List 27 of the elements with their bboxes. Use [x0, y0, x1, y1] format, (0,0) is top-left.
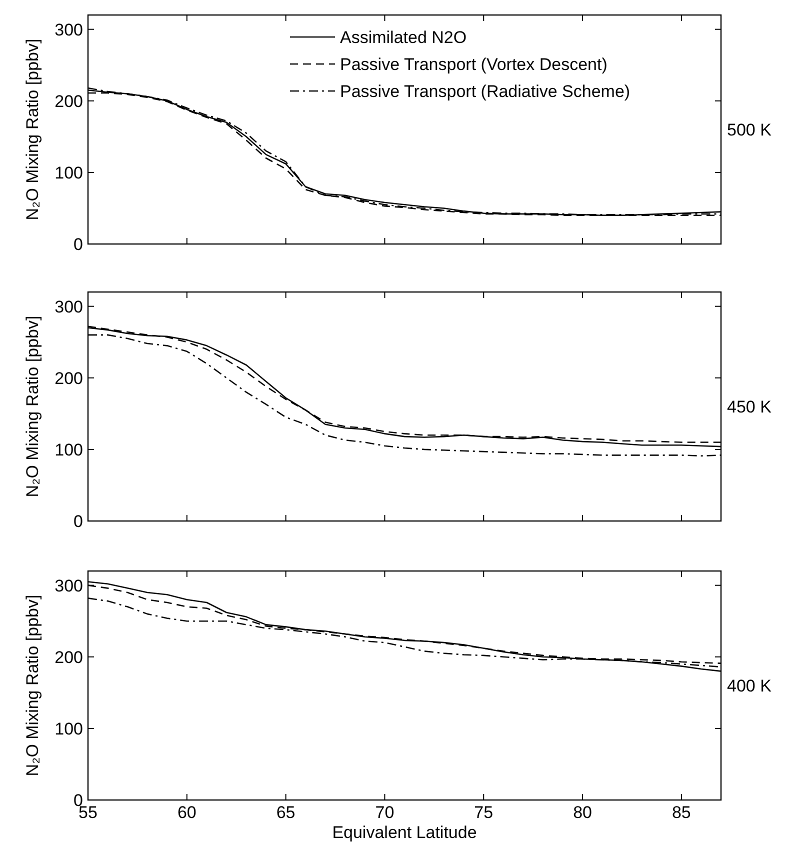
- x-tick-label: 85: [672, 803, 691, 822]
- y-axis-title: N₂O Mixing Ratio [ppbv]: [23, 594, 42, 776]
- y-tick-label: 100: [54, 719, 83, 738]
- text: 400 K: [727, 676, 772, 696]
- y-tick-label: 200: [54, 368, 83, 388]
- y-tick-label: 200: [54, 648, 83, 667]
- y-tick-label: 0: [74, 512, 83, 531]
- x-tick-label: 80: [573, 803, 592, 822]
- y-tick-label: 300: [54, 576, 83, 596]
- y-tick-label: 300: [54, 20, 83, 40]
- text: 450 K: [727, 398, 772, 416]
- y-axis-title: N₂O Mixing Ratio [ppbv]: [23, 38, 42, 220]
- legend-label: Passive Transport (Vortex Descent): [340, 55, 608, 74]
- y-tick-label: 200: [54, 92, 83, 111]
- x-tick-label: 60: [177, 803, 196, 822]
- y-axis-title: N₂O Mixing Ratio [ppbv]: [23, 316, 42, 498]
- y-tick-label: 100: [54, 440, 83, 460]
- y-tick-label: 300: [54, 297, 83, 316]
- x-tick-label: 65: [276, 803, 296, 822]
- y-tick-label: 0: [74, 235, 83, 254]
- text: 500 K: [727, 120, 772, 140]
- y-tick-label: 100: [54, 163, 83, 182]
- legend-label: Passive Transport (Radiative Scheme): [340, 82, 630, 101]
- x-axis-title: Equivalent Latitude: [332, 823, 477, 842]
- legend-label: Assimilated N2O: [340, 28, 467, 47]
- x-tick-label: 70: [375, 803, 394, 822]
- x-tick-label: 75: [474, 803, 494, 822]
